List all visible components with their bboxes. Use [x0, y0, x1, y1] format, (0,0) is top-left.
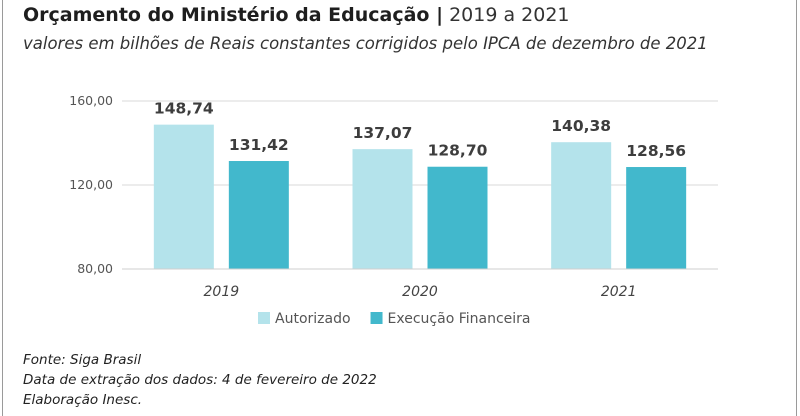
chart-title: Orçamento do Ministério da Educação | 20… — [23, 4, 570, 26]
chart-title-period: 2019 a 2021 — [449, 4, 570, 26]
bar-autorizado-2021 — [551, 142, 612, 269]
legend-swatch — [258, 312, 270, 324]
data-label: 128,56 — [626, 142, 686, 160]
legend-label: Execução Financeira — [388, 311, 531, 327]
data-label: 148,74 — [154, 100, 214, 118]
legend-swatch — [370, 312, 383, 324]
bar-chart: 80,00 120,00 160,00 148,74 131,42 2019 137,07 1… — [69, 93, 718, 327]
bar-autorizado-2020 — [352, 149, 413, 269]
source-line: Fonte: Siga Brasil — [23, 352, 142, 368]
y-tick-label: 80,00 — [77, 261, 113, 276]
frame-left-border — [2, 0, 3, 416]
data-label: 140,38 — [551, 117, 611, 135]
x-tick-label: 2019 — [204, 284, 240, 300]
legend-label: Autorizado — [275, 311, 351, 327]
chart-title-bold: Orçamento do Ministério da Educação | — [23, 4, 444, 26]
extraction-date-line: Data de extração dos dados: 4 de feverei… — [23, 372, 377, 388]
bar-execucao-2019 — [228, 161, 289, 269]
source-notes: Fonte: Siga Brasil Data de extração dos … — [23, 350, 377, 410]
y-tick-label: 120,00 — [69, 177, 113, 192]
x-tick-label: 2020 — [402, 284, 438, 300]
y-tick-label: 160,00 — [69, 93, 113, 108]
authorship-line: Elaboração Inesc. — [23, 392, 143, 408]
bar-execucao-2020 — [427, 166, 488, 269]
bar-execucao-2021 — [626, 167, 687, 269]
frame-right-border — [796, 0, 797, 416]
bar-autorizado-2019 — [153, 124, 214, 269]
data-label: 137,07 — [353, 124, 413, 142]
x-tick-label: 2021 — [601, 284, 637, 300]
data-label: 128,70 — [428, 142, 488, 160]
data-label: 131,42 — [229, 136, 289, 154]
chart-subtitle: valores em bilhões de Reais constantes c… — [23, 34, 708, 53]
